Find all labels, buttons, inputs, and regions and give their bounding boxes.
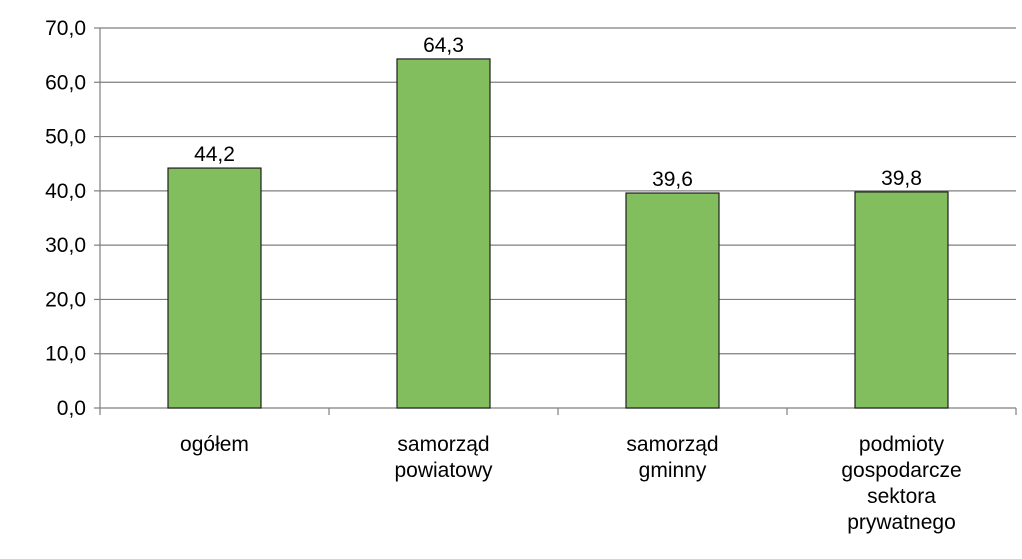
y-tick-label: 20,0 bbox=[45, 288, 86, 311]
y-tick-label: 10,0 bbox=[45, 343, 86, 366]
category-label-line: ogółem bbox=[180, 433, 249, 456]
y-tick-label: 40,0 bbox=[45, 180, 86, 203]
category-label-line: gminny bbox=[639, 459, 707, 482]
category-label-line: samorząd bbox=[626, 433, 718, 456]
data-label: 64,3 bbox=[423, 34, 464, 57]
category-label-line: samorząd bbox=[397, 433, 489, 456]
y-tick-label: 30,0 bbox=[45, 234, 86, 257]
data-label: 44,2 bbox=[194, 143, 235, 166]
category-label-line: powiatowy bbox=[394, 459, 493, 482]
category-label: samorząd powiatowy bbox=[394, 433, 493, 482]
labels: 0,0 10,0 20,0 30,0 40,0 50,0 60,0 70,0 44,2 ogółe… bbox=[45, 17, 962, 534]
category-label-line: sektora bbox=[867, 485, 936, 508]
y-tick-label: 70,0 bbox=[45, 17, 86, 40]
y-tick-label: 0,0 bbox=[57, 397, 86, 420]
category-label-line: podmioty bbox=[859, 433, 945, 456]
data-label: 39,8 bbox=[881, 167, 922, 190]
y-tick-label: 50,0 bbox=[45, 126, 86, 149]
bars bbox=[167, 58, 949, 409]
category-label: samorząd gminny bbox=[626, 433, 718, 482]
category-label: podmioty gospodarcze sektora prywatnego bbox=[841, 433, 961, 534]
category-label: ogółem bbox=[180, 433, 249, 456]
category-label-line: prywatnego bbox=[847, 511, 956, 534]
y-tick-label: 60,0 bbox=[45, 71, 86, 94]
data-label: 39,6 bbox=[652, 168, 693, 191]
bar bbox=[396, 58, 491, 409]
bar bbox=[625, 192, 720, 409]
bar bbox=[854, 191, 949, 409]
bar bbox=[167, 167, 262, 409]
category-label-line: gospodarcze bbox=[841, 459, 961, 482]
